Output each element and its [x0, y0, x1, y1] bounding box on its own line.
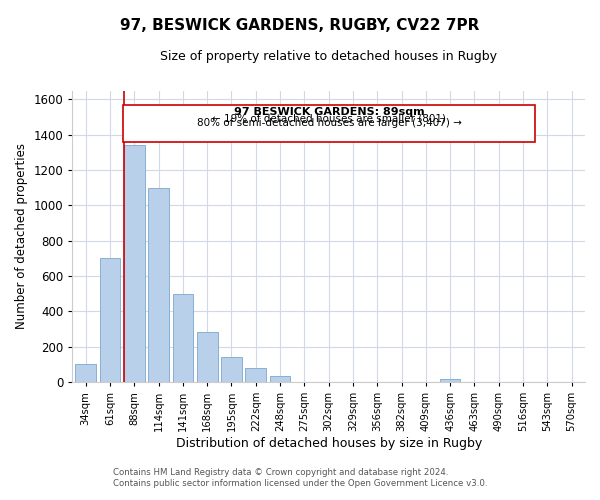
Y-axis label: Number of detached properties: Number of detached properties: [15, 144, 28, 330]
Bar: [440, 380, 460, 382]
Bar: [148, 188, 169, 382]
Title: Size of property relative to detached houses in Rugby: Size of property relative to detached ho…: [160, 50, 497, 63]
Bar: [270, 376, 290, 382]
Text: ← 19% of detached houses are smaller (801): ← 19% of detached houses are smaller (80…: [212, 114, 446, 124]
X-axis label: Distribution of detached houses by size in Rugby: Distribution of detached houses by size …: [176, 437, 482, 450]
Bar: [245, 368, 266, 382]
Text: 97, BESWICK GARDENS, RUGBY, CV22 7PR: 97, BESWICK GARDENS, RUGBY, CV22 7PR: [121, 18, 479, 32]
Text: 80% of semi-detached houses are larger (3,407) →: 80% of semi-detached houses are larger (…: [197, 118, 461, 128]
Text: Contains HM Land Registry data © Crown copyright and database right 2024.
Contai: Contains HM Land Registry data © Crown c…: [113, 468, 487, 487]
Bar: [76, 364, 96, 382]
Bar: [197, 332, 218, 382]
Bar: [100, 258, 121, 382]
Text: 97 BESWICK GARDENS: 89sqm: 97 BESWICK GARDENS: 89sqm: [233, 108, 424, 118]
Bar: [221, 358, 242, 382]
Bar: [124, 146, 145, 382]
Bar: [173, 294, 193, 382]
FancyBboxPatch shape: [123, 104, 535, 142]
